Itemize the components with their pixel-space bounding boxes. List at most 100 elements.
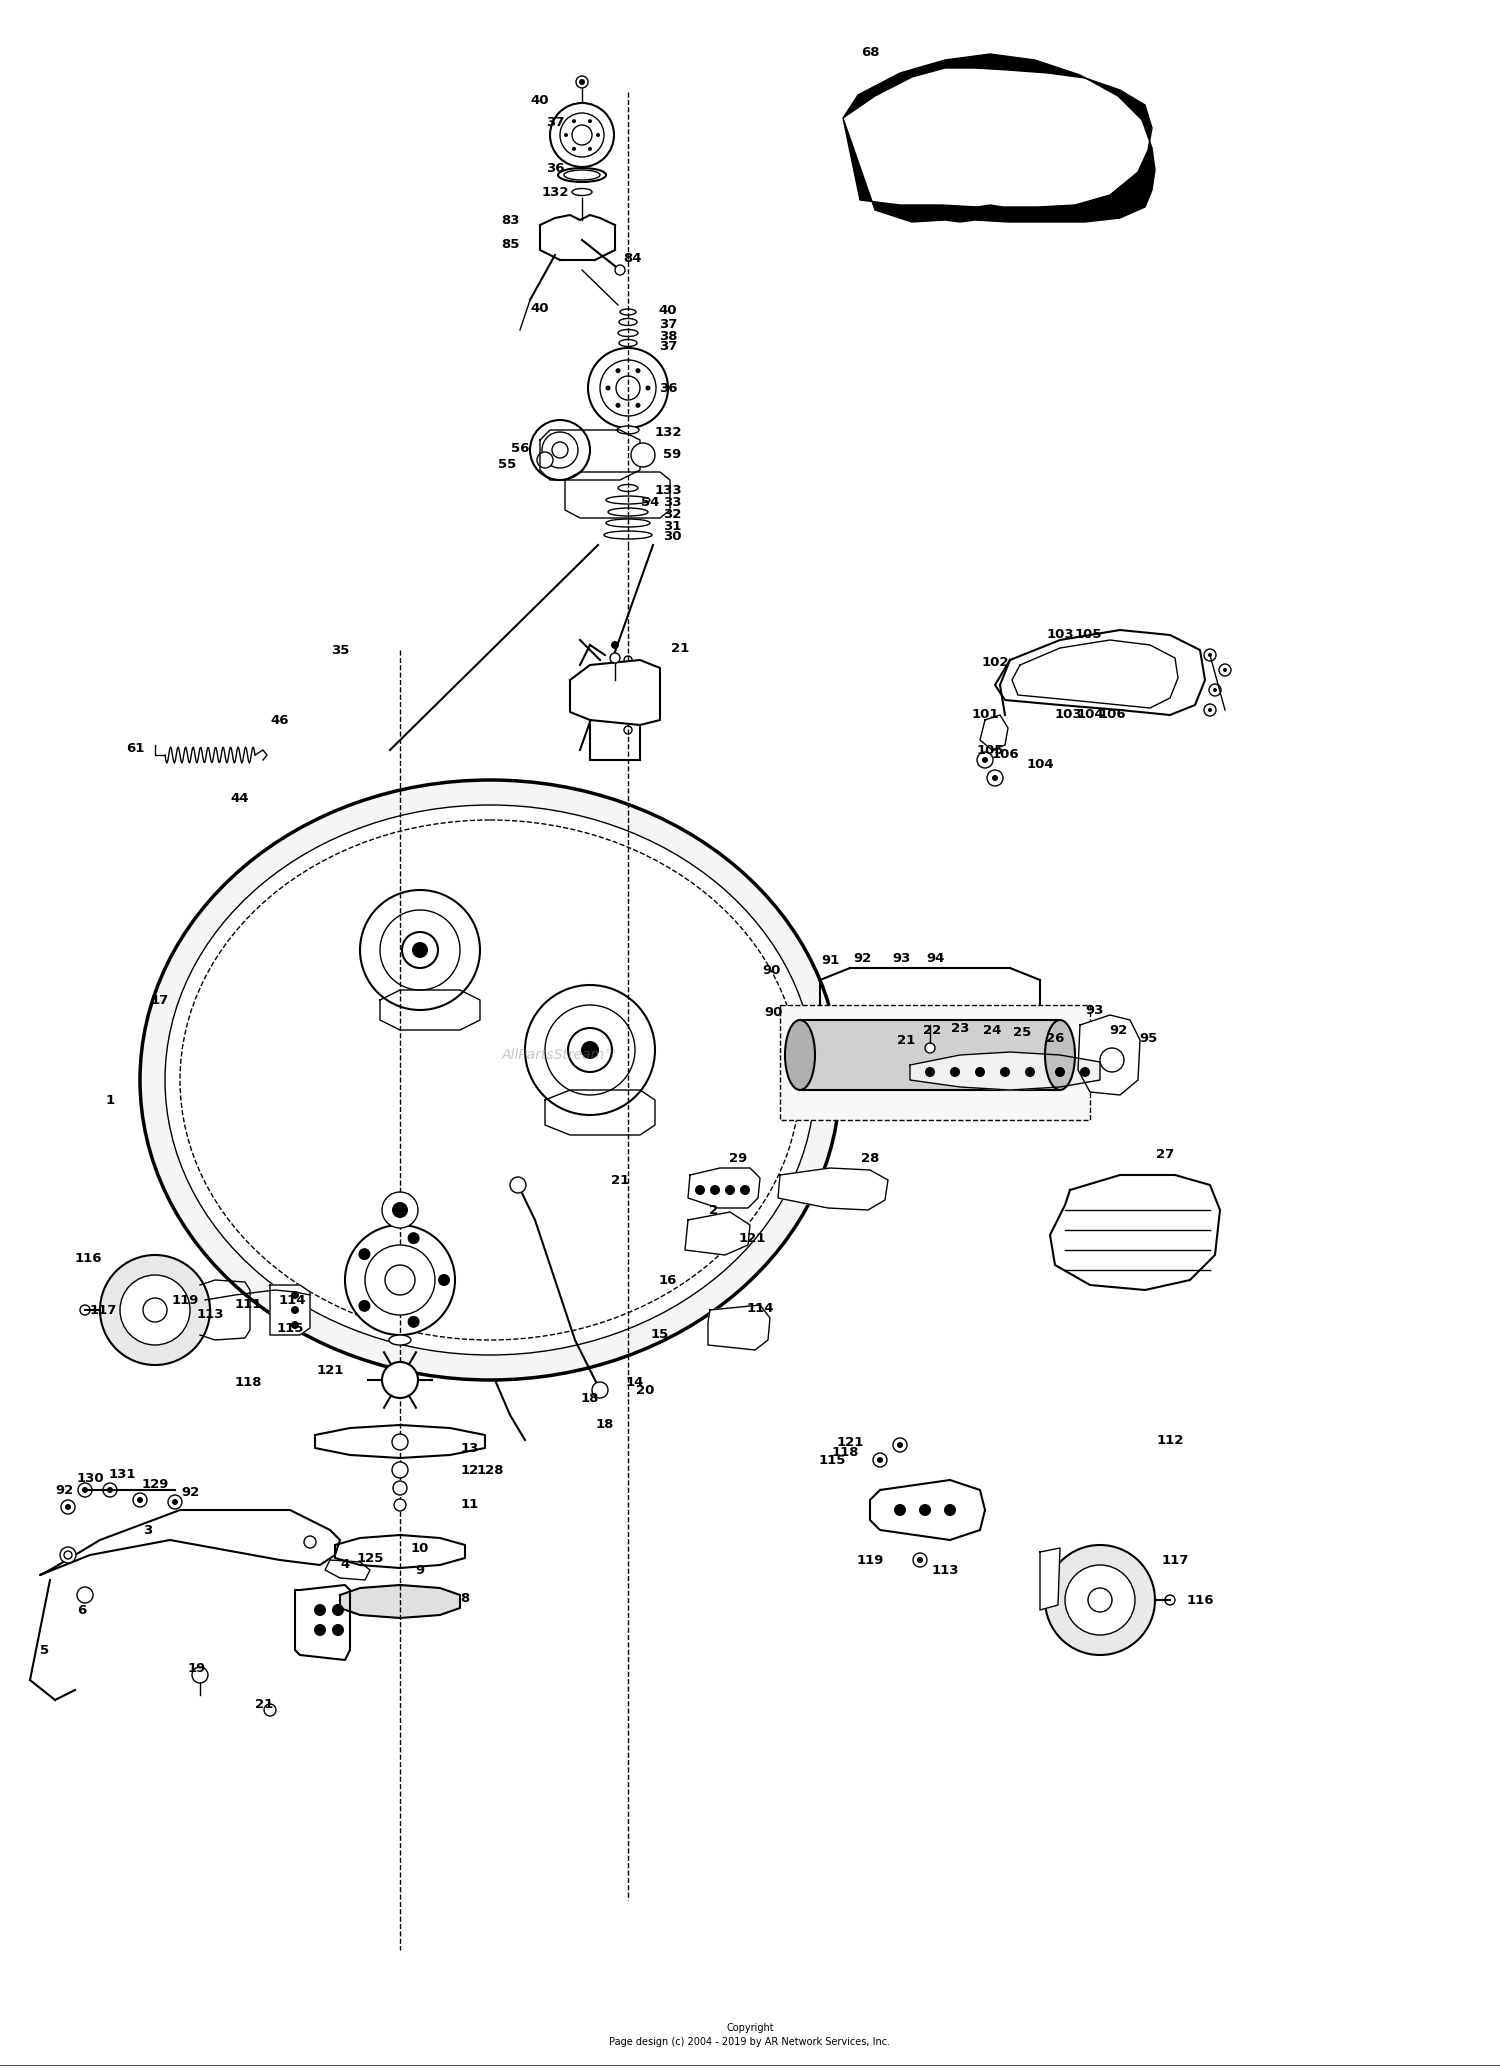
Text: AllPartsStream™: AllPartsStream™ bbox=[501, 1048, 618, 1062]
Circle shape bbox=[1204, 704, 1216, 717]
Circle shape bbox=[192, 1667, 208, 1684]
Circle shape bbox=[537, 451, 554, 468]
Polygon shape bbox=[315, 1425, 484, 1458]
Circle shape bbox=[332, 1605, 344, 1615]
Ellipse shape bbox=[606, 520, 650, 526]
Circle shape bbox=[142, 1299, 166, 1321]
Circle shape bbox=[580, 1042, 598, 1058]
Text: 131: 131 bbox=[108, 1468, 135, 1481]
Circle shape bbox=[291, 1321, 298, 1330]
Text: 61: 61 bbox=[126, 741, 144, 754]
Circle shape bbox=[80, 1305, 90, 1315]
Polygon shape bbox=[910, 1052, 1100, 1089]
Text: 84: 84 bbox=[622, 251, 642, 265]
Text: 93: 93 bbox=[892, 951, 910, 965]
Text: 101: 101 bbox=[972, 708, 999, 721]
Text: 31: 31 bbox=[663, 520, 681, 534]
Circle shape bbox=[78, 1483, 92, 1497]
Text: 105: 105 bbox=[1074, 628, 1101, 642]
Circle shape bbox=[624, 727, 632, 733]
Circle shape bbox=[345, 1226, 454, 1336]
Circle shape bbox=[1000, 1067, 1010, 1077]
Circle shape bbox=[314, 1605, 326, 1615]
Circle shape bbox=[304, 1537, 316, 1547]
Text: 132: 132 bbox=[542, 186, 568, 199]
Polygon shape bbox=[870, 1481, 986, 1541]
Circle shape bbox=[1208, 708, 1212, 712]
Circle shape bbox=[314, 1624, 326, 1636]
Circle shape bbox=[576, 77, 588, 87]
Circle shape bbox=[624, 696, 632, 704]
Circle shape bbox=[579, 79, 585, 85]
Text: 21: 21 bbox=[255, 1698, 273, 1711]
Circle shape bbox=[564, 133, 568, 137]
Text: 121: 121 bbox=[316, 1363, 344, 1377]
Text: 6: 6 bbox=[78, 1603, 87, 1617]
Text: 111: 111 bbox=[234, 1299, 261, 1311]
Circle shape bbox=[572, 147, 576, 151]
Text: 95: 95 bbox=[1138, 1031, 1156, 1044]
Text: 24: 24 bbox=[982, 1023, 1000, 1036]
Polygon shape bbox=[1050, 1174, 1220, 1290]
Circle shape bbox=[926, 1067, 934, 1077]
Text: 106: 106 bbox=[1098, 708, 1126, 721]
Polygon shape bbox=[1078, 1015, 1140, 1096]
Text: 10: 10 bbox=[411, 1541, 429, 1555]
Text: 117: 117 bbox=[1161, 1553, 1188, 1566]
Text: 40: 40 bbox=[531, 302, 549, 315]
Circle shape bbox=[1166, 1595, 1174, 1605]
Circle shape bbox=[1220, 665, 1232, 675]
Circle shape bbox=[740, 1185, 750, 1195]
Circle shape bbox=[588, 147, 592, 151]
Circle shape bbox=[1065, 1566, 1136, 1634]
Text: 22: 22 bbox=[922, 1023, 940, 1036]
Circle shape bbox=[106, 1487, 112, 1493]
Text: 38: 38 bbox=[658, 329, 678, 342]
Circle shape bbox=[610, 652, 620, 663]
Ellipse shape bbox=[784, 1021, 814, 1089]
Polygon shape bbox=[340, 1584, 460, 1617]
Ellipse shape bbox=[165, 806, 815, 1354]
Circle shape bbox=[358, 1249, 370, 1259]
Text: 40: 40 bbox=[531, 93, 549, 106]
Text: 117: 117 bbox=[90, 1303, 117, 1317]
Circle shape bbox=[724, 1185, 735, 1195]
Ellipse shape bbox=[620, 340, 638, 346]
Ellipse shape bbox=[558, 168, 606, 182]
Text: 13: 13 bbox=[460, 1441, 478, 1454]
Circle shape bbox=[926, 1044, 934, 1052]
Circle shape bbox=[610, 642, 620, 648]
Circle shape bbox=[616, 377, 640, 400]
Text: 16: 16 bbox=[658, 1274, 676, 1286]
Circle shape bbox=[402, 932, 438, 967]
Circle shape bbox=[168, 1495, 182, 1510]
Circle shape bbox=[136, 1497, 142, 1504]
Text: 114: 114 bbox=[279, 1294, 306, 1307]
Text: 37: 37 bbox=[546, 116, 564, 128]
Circle shape bbox=[588, 120, 592, 122]
Text: 37: 37 bbox=[658, 319, 676, 331]
Circle shape bbox=[920, 1504, 932, 1516]
Circle shape bbox=[1214, 688, 1216, 692]
Text: 59: 59 bbox=[663, 449, 681, 462]
Circle shape bbox=[438, 1274, 450, 1286]
Text: 28: 28 bbox=[861, 1151, 879, 1164]
Circle shape bbox=[1046, 1545, 1155, 1655]
Circle shape bbox=[892, 1437, 908, 1452]
Circle shape bbox=[291, 1290, 298, 1299]
Text: 133: 133 bbox=[654, 483, 682, 497]
Text: 44: 44 bbox=[231, 791, 249, 804]
Circle shape bbox=[944, 1504, 956, 1516]
Text: 19: 19 bbox=[188, 1661, 206, 1675]
Circle shape bbox=[264, 1704, 276, 1717]
Text: 17: 17 bbox=[152, 994, 170, 1007]
Circle shape bbox=[897, 1441, 903, 1448]
Circle shape bbox=[1222, 669, 1227, 671]
Text: 102: 102 bbox=[981, 657, 1008, 669]
Text: 121: 121 bbox=[738, 1232, 765, 1245]
Circle shape bbox=[392, 1433, 408, 1450]
Text: 46: 46 bbox=[270, 714, 290, 727]
Polygon shape bbox=[380, 990, 480, 1029]
Circle shape bbox=[950, 1067, 960, 1077]
Circle shape bbox=[394, 1499, 406, 1512]
